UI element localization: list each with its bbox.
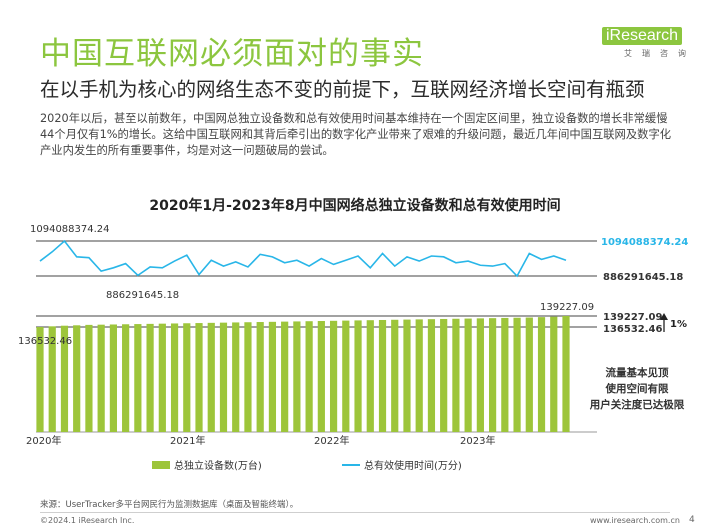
bar-21 [281,321,289,432]
bar-12 [170,323,179,432]
footer-copyright: ©2024.1 iResearch Inc. [40,516,135,525]
chart-title: 2020年1月-2023年8月中国网络总独立设备数和总有效使用时间 [149,198,561,214]
x-tick-2022: 2022年 [314,434,349,447]
growth-label: 1% [670,319,687,330]
x-tick-2020: 2020年 [26,434,61,447]
bar-14 [195,323,203,432]
bar-8 [122,324,130,432]
footer-url[interactable]: www.iresearch.com.cn [590,516,680,525]
page-number: 4 [689,515,695,525]
bar-28 [366,320,374,432]
bar-41 [525,317,533,432]
side-note-line-1: 流量基本见顶 [605,367,669,379]
bar-5 [85,324,93,432]
bar-17 [232,322,240,432]
legend-bar-swatch [152,461,170,469]
bar-44 [562,316,570,432]
intro-paragraph: 2020年以后，甚至以前数年，中国网总独立设备数和总有效使用时间基本维持在一个固… [40,112,672,157]
bar-24 [317,321,325,432]
legend-bar-label: 总独立设备数(万台) [174,459,262,472]
bar-27 [354,320,362,432]
page-subtitle: 在以手机为核心的网络生态不变的前提下，互联网经济增长空间有瓶颈 [40,78,645,101]
bar-29 [378,319,387,432]
bar-23 [305,321,313,432]
bar-18 [244,322,252,432]
bar-39 [501,317,509,432]
bar-37 [476,318,484,432]
iresearch-logo: iResearch 艾瑞咨询 [602,19,697,59]
bar-10 [146,323,154,432]
line-series [39,239,567,278]
bar-35 [452,318,460,432]
bar-2 [48,326,56,432]
bar-20 [268,321,277,432]
bar-40 [513,317,521,432]
bar-43 [550,316,558,432]
line-min-label: 886291645.18 [106,290,179,301]
bar-max-label: 139227.09 [540,302,594,313]
bar-16 [219,322,228,432]
bar-1 [36,327,44,432]
bar-series [36,316,570,432]
bar-32 [415,319,423,432]
bar-15 [207,322,215,432]
bar-4 [73,325,81,432]
side-note-line-3: 用户关注度已达极限 [589,399,685,411]
bar-9 [134,324,142,432]
line-ref-max-label: 1094088374.24 [601,237,688,248]
bar-38 [489,318,497,432]
bar-3 [60,325,69,432]
side-note-line-2: 使用空间有限 [605,383,669,395]
logo-cn: 艾瑞咨询 [624,49,696,58]
page-title: 中国互联网必须面对的事实 [40,36,424,72]
bar-26 [342,320,350,432]
reference-lines [36,240,597,433]
source-note: 来源：UserTracker多平台网民行为监测数据库（桌面及智能终端）。 [40,500,299,510]
bar-ref-min-label: 136532.46 [603,324,663,335]
line-ref-min-label: 886291645.18 [603,272,683,283]
bar-30 [391,319,399,432]
bar-min-label: 136532.46 [18,336,72,347]
bar-6 [97,324,105,432]
logo-wordmark: iResearch [602,27,683,45]
legend-line-label: 总有效使用时间(万分) [364,459,462,472]
bar-7 [109,324,117,432]
side-note: 流量基本见顶 使用空间有限 用户关注度已达极限 [582,365,692,413]
x-tick-2023: 2023年 [460,434,495,447]
footer-divider [40,512,670,513]
bar-ref-max-label: 139227.09 [603,312,663,323]
growth-arrow-head [660,313,668,320]
bar-13 [183,323,191,432]
bar-22 [293,321,301,432]
bar-34 [440,318,448,432]
bar-33 [427,319,436,432]
bar-11 [158,323,166,432]
bar-31 [403,319,411,432]
bar-19 [256,322,264,432]
bar-36 [464,318,472,432]
line-max-label: 1094088374.24 [30,224,110,235]
bar-25 [329,320,338,432]
bar-42 [537,317,546,432]
x-tick-2021: 2021年 [170,434,205,447]
